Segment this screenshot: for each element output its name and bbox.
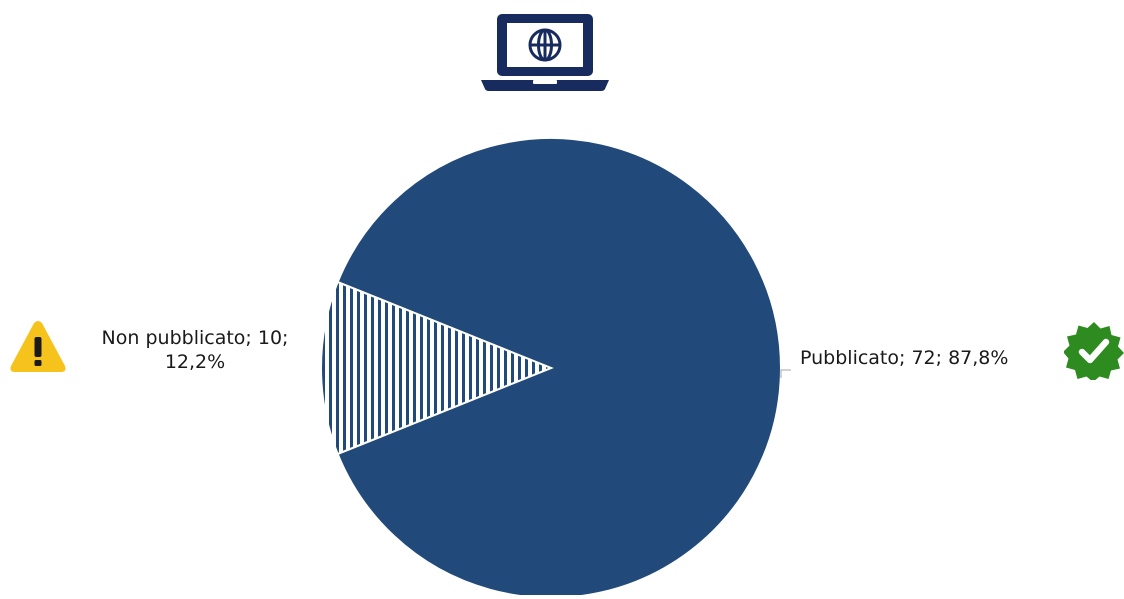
pie-slice-non-pubblicato: [319, 280, 554, 456]
pie-slices: [319, 137, 782, 599]
data-label-non-pubblicato-line2: 12,2%: [164, 351, 226, 373]
data-label-pubblicato: Pubblicato; 72; 87,8%: [800, 347, 1009, 369]
pie-slice-pubblicato: [336, 137, 782, 599]
leader-line: [780, 369, 791, 378]
verified-check-icon: [1064, 322, 1124, 380]
data-label-non-pubblicato: Non pubblicato; 10; 12,2%: [80, 326, 310, 374]
laptop-globe-icon: [481, 14, 609, 91]
data-label-non-pubblicato-line1: Non pubblicato; 10;: [101, 327, 289, 349]
warning-icon: [10, 321, 66, 372]
